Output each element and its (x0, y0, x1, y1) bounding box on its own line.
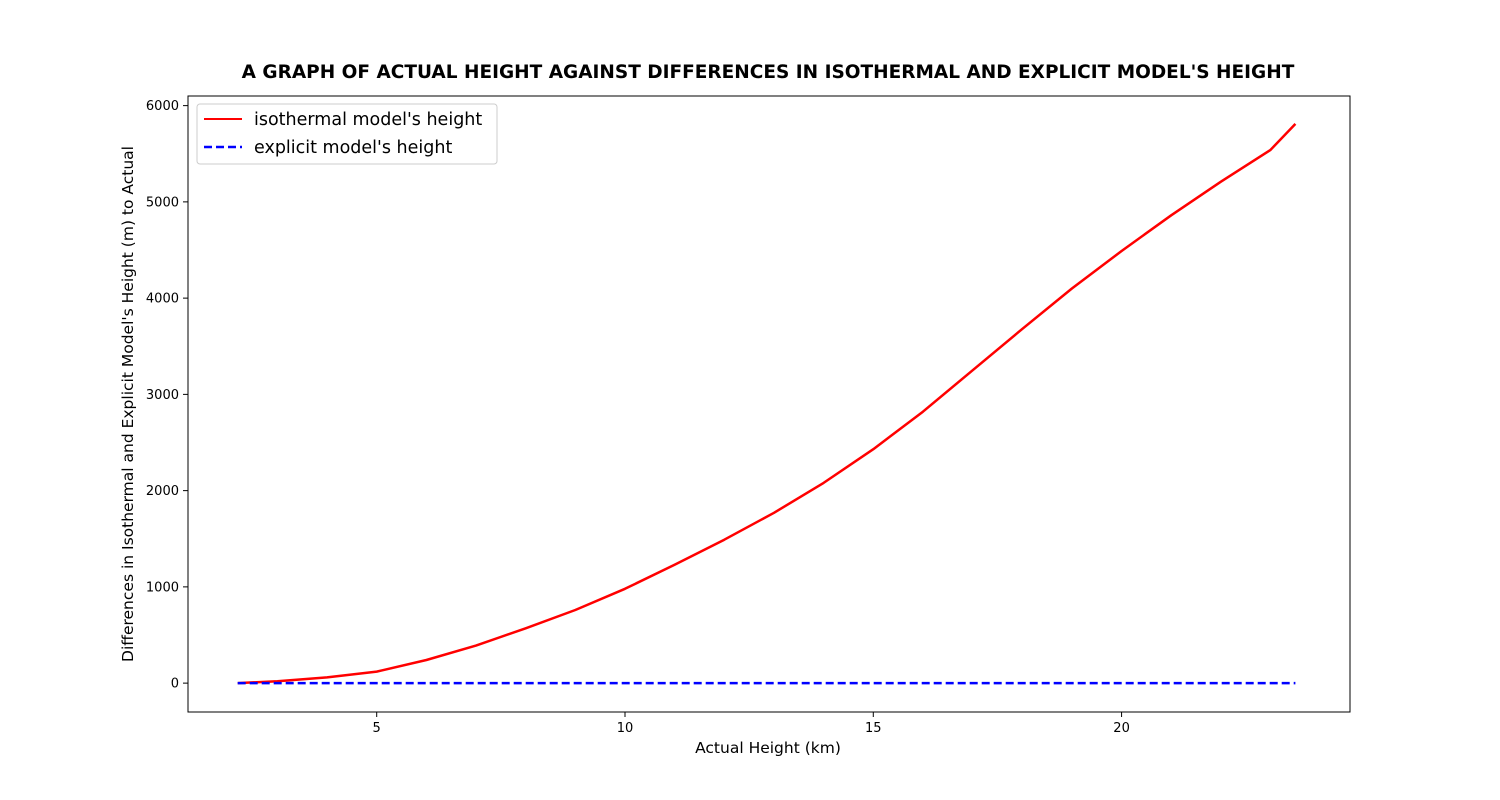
x-axis: 5 10 15 20 (373, 712, 1130, 736)
x-tick-label: 20 (1113, 721, 1130, 736)
legend-box (196, 103, 498, 165)
chart-title: A GRAPH OF ACTUAL HEIGHT AGAINST DIFFERE… (242, 62, 1295, 83)
y-tick-label: 1000 (146, 580, 179, 595)
x-tick-label: 15 (865, 721, 882, 736)
y-axis: 0 1000 2000 3000 4000 5000 6000 (146, 99, 188, 692)
y-tick-label: 6000 (146, 99, 179, 114)
y-tick-label: 4000 (146, 292, 179, 307)
y-tick-label: 3000 (146, 388, 179, 403)
y-tick-label: 2000 (146, 484, 179, 499)
x-tick-label: 5 (373, 721, 381, 736)
y-axis-label: Differences in Isothermal and Explicit M… (119, 146, 137, 662)
x-axis-label: Actual Height (km) (695, 739, 841, 757)
series-line-isothermal (237, 123, 1297, 685)
y-tick-label: 0 (171, 677, 179, 692)
legend-label-explicit: explicit model's height (254, 138, 452, 158)
x-tick-label: 10 (617, 721, 634, 736)
plot-area (187, 95, 1351, 713)
legend-label-isothermal: isothermal model's height (254, 110, 482, 130)
series-layer (237, 123, 1297, 685)
y-tick-label: 5000 (146, 195, 179, 210)
legend: isothermal model's height explicit model… (196, 103, 498, 165)
